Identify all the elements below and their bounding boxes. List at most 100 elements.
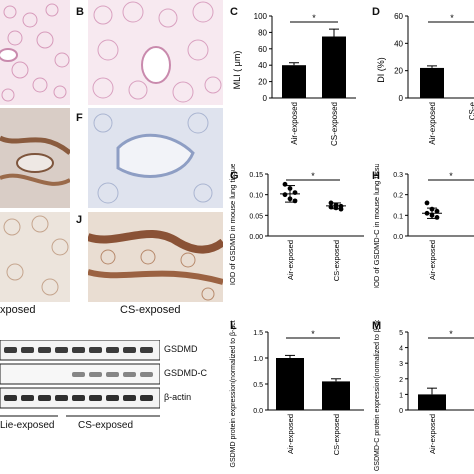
panel-letter-d: D [372,6,380,18]
blot-band-gsdmd [55,347,68,353]
chart-g-y-tick-label: 0.00 [249,234,263,241]
chart-c-marks: * [282,13,346,98]
chart-h-axes: 0.0 0.1 0.2 0.3 Air-exposed [393,172,474,280]
chart-d-y-tick-label: 60 [394,12,403,21]
chart-d-marks: * [420,13,474,98]
chart-h-y-tick-label: 0.1 [393,213,403,220]
chart-d-y-tick-label: 0 [399,94,404,103]
blot-band-actin [140,395,153,401]
chart-l-y-tick-label: 0.5 [253,382,263,389]
blot-band-gsdmd-c [123,372,136,377]
chart-g-x-tick-label: Air-exposed [286,240,295,280]
chart-m-marks: * [418,329,474,410]
blot-band-actin [89,395,102,401]
chart-g-y-tick-label: 0.05 [249,213,263,220]
western-blot-bands [0,339,161,409]
chart-m: GSDMD-C protein expression(normalized to… [374,320,474,471]
blot-band-gsdmd [106,347,119,353]
chart-l-ylabel: GSDMD protein expression(normalized to β… [230,320,237,467]
blot-band-actin [55,395,68,401]
chart-g-axes: 0.00 0.05 0.10 0.15 Air-exposed CS-exposed [249,172,364,281]
chart-l-y-tick-label: 1.0 [253,356,263,363]
ihc-gsdmdc-cs [88,212,223,302]
chart-m-ylabel: GSDMD-C protein expression(normalized to… [374,320,381,471]
chart-l-y-tick-label: 0.0 [253,408,263,415]
panel-letter-c: C [230,6,238,18]
blot-group-label-cs: CS-exposed [78,420,134,431]
chart-l-x-tick-label: Air-exposed [286,414,295,454]
blot-band-actin [123,395,136,401]
chart-m-x-tick-label: Air-exposed [428,414,437,454]
chart-c-significance-star: * [312,13,316,23]
panel-letter-l: L [230,320,237,332]
chart-m-y-tick-label: 5 [399,330,403,337]
chart-h-significance-star: * [449,171,453,181]
chart-l-y-tick-label: 1.5 [253,330,263,337]
he-micrograph-air [0,0,70,105]
chart-c-x-tick-label: Air-exposed [290,102,299,145]
chart-g: IOD of GSDMD in mouse lung tissue 0.00 0.… [228,164,364,285]
chart-h-x-tick-label: Air-exposed [428,240,437,280]
panel-letter-g: G [230,170,239,182]
chart-g-ylabel: IOD of GSDMD in mouse lung tissue [228,164,237,285]
chart-c-y-tick-label: 20 [258,78,267,87]
chart-m-y-tick-label: 0 [399,408,403,415]
chart-c-bar [282,65,306,98]
chart-g-y-tick-label: 0.15 [249,172,263,179]
he-texture-air [0,0,70,105]
panel-letter-h: H [372,170,380,182]
chart-g-marks: * [280,171,346,212]
chart-l-bar [276,358,304,410]
blot-band-gsdmd-c [106,372,119,377]
panel-letter-f: F [76,112,83,124]
blot-band-actin [38,395,51,401]
blot-band-gsdmd [21,347,34,353]
chart-c-ylabel: MLI ( μm) [232,51,242,90]
chart-g-significance-star: * [311,171,315,181]
chart-c: MLI ( μm) 0 20 40 60 80 100 Air-exposed CS-expo… [232,12,356,146]
chart-d-bar [420,67,444,98]
chart-h-ylabel: IOD of GSDMD-C in mouse lung tissue [372,164,381,288]
chart-l: GSDMD protein expression(normalized to β… [230,320,364,467]
chart-d-x-tick-label: Air-exposed [428,102,437,145]
chart-d-y-tick-label: 20 [394,67,403,76]
blot-band-actin [21,395,34,401]
chart-c-y-tick-label: 100 [254,12,268,21]
chart-d: DI (%) 0 20 40 60 Air-exposed CS-e * [376,12,474,145]
ihc-gsdmdc-air-texture [0,212,70,302]
chart-c-y-tick-label: 60 [258,45,267,54]
chart-l-x-tick-label: CS-exposed [332,414,341,455]
chart-d-ylabel: DI (%) [376,57,386,83]
chart-m-y-tick-label: 3 [399,361,403,368]
chart-h-y-tick-label: 0.0 [393,234,403,241]
panel-letter-j: J [76,214,83,226]
chart-d-x-tick-label: CS-e [468,101,474,120]
chart-m-bar [418,394,446,410]
blot-band-gsdmd [72,347,85,353]
chart-h-marks: * [422,171,474,220]
chart-h-y-tick-label: 0.2 [393,193,403,200]
blot-band-gsdmd [89,347,102,353]
blot-band-actin [72,395,85,401]
blot-group-label-left: Lie-exposed [0,420,55,431]
chart-h: IOD of GSDMD-C in mouse lung tissue 0.0 0… [372,164,474,288]
chart-l-bar [322,381,350,410]
blot-band-gsdmd [38,347,51,353]
chart-c-y-tick-label: 40 [258,61,267,70]
panel-letter-m: M [372,320,382,332]
chart-l-significance-star: * [311,329,315,339]
ihc-gsdmdc-air [0,212,70,302]
chart-g-x-tick-label: CS-exposed [332,240,341,281]
western-blot [0,339,200,410]
group-label-left: xposed [0,304,36,316]
blot-band-gsdmd [4,347,17,353]
chart-h-point [434,208,440,214]
ihc-gsdmd-cs-texture [88,108,223,208]
he-micrograph-cs [88,0,223,105]
ihc-gsdmd-cs [88,108,223,208]
blot-label-actin: β-actin [164,392,192,402]
chart-d-significance-star: * [450,13,454,23]
blot-band-gsdmd-c [89,372,102,377]
chart-m-y-tick-label: 2 [399,377,403,384]
ihc-gsdmd-air [0,108,70,208]
